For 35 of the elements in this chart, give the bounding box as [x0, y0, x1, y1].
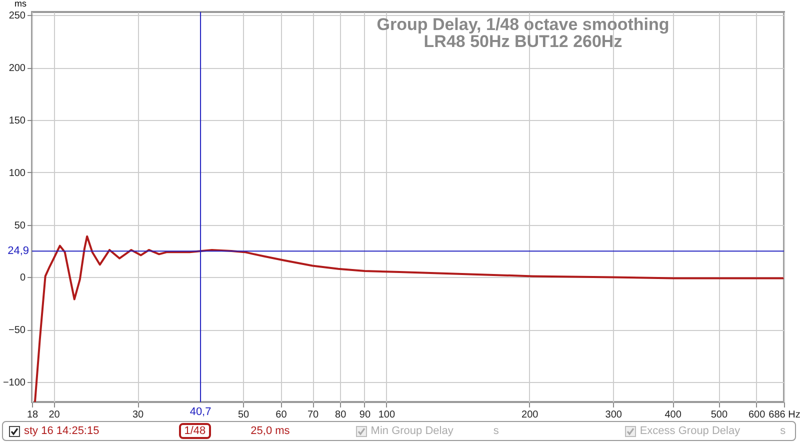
ref-line-label: 24,9	[8, 245, 29, 258]
text: s	[493, 425, 499, 437]
x-tick-label: 686 Hz	[768, 410, 800, 420]
x-tick-label: 30	[132, 410, 144, 420]
x-tick-label: 600	[748, 410, 766, 420]
ref-line-label: 40,7	[190, 406, 212, 418]
text: Excess Group Delay	[640, 425, 740, 437]
x-tick-label: 300	[605, 410, 622, 420]
x-tick-label: 18	[26, 410, 38, 420]
x-tick-label: 60	[276, 410, 288, 420]
x-tick-label: 400	[664, 410, 682, 420]
y-axis-title: ms	[14, 0, 27, 8]
text: sty 16 14:25:15	[24, 425, 100, 437]
y-tick-label: 200	[8, 63, 26, 74]
x-tick-label: 50	[238, 410, 250, 420]
x-tick-label: 200	[522, 410, 539, 420]
chart-title: Group Delay, 1/48 octave smoothing	[376, 15, 670, 34]
y-tick-label: 0	[20, 272, 26, 284]
text: 25,0 ms	[250, 425, 290, 437]
y-tick-label: −100	[2, 378, 26, 389]
y-tick-label: 150	[8, 115, 26, 126]
y-tick-label: 100	[8, 168, 26, 179]
text: Min Group Delay	[370, 425, 454, 437]
y-tick-label: 50	[14, 220, 26, 232]
x-tick-label: 70	[307, 410, 320, 420]
x-tick-label: 20	[48, 410, 60, 420]
y-tick-label: −50	[8, 325, 26, 336]
text: 1/48	[179, 423, 211, 439]
text: s	[780, 425, 786, 437]
x-tick-label: 90	[359, 410, 371, 420]
x-tick-label: 80	[335, 410, 347, 420]
text: LR48 50Hz BUT12 260Hz	[424, 32, 622, 51]
x-tick-label: 100	[378, 410, 396, 420]
x-tick-label: 500	[710, 410, 728, 420]
y-tick-label: 250	[8, 10, 26, 22]
